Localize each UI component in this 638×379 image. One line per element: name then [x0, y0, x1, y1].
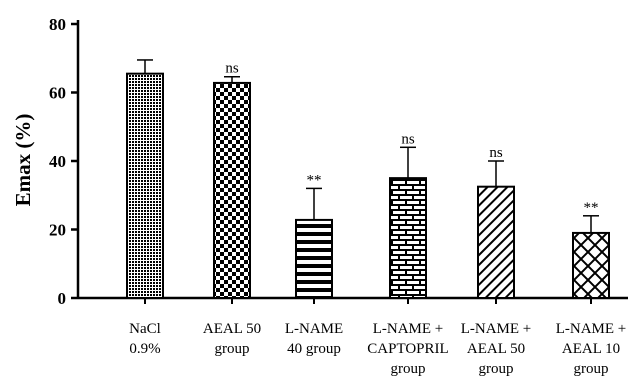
y-axis-title: Emax (%) [11, 114, 35, 207]
category-label: L-NAME [285, 321, 343, 337]
bar [213, 81, 251, 299]
category-label: L-NAME + [556, 321, 627, 337]
significance-label: ns [489, 145, 503, 161]
category-label: NaCl [129, 321, 161, 337]
category-label: group [391, 361, 426, 377]
axes: 0 20 40 60 80 [49, 15, 628, 308]
y-tick-label: 80 [49, 15, 66, 34]
category-label: 0.9% [129, 341, 160, 357]
bar [295, 218, 333, 299]
bar [389, 177, 427, 299]
bar [572, 231, 610, 299]
y-tick-label: 20 [49, 221, 66, 240]
category-labels: NaCl 0.9% AEAL 50 group L-NAME 40 group L-NAME… [129, 321, 626, 377]
significance-label: ns [401, 131, 415, 147]
y-tick-label: 40 [49, 152, 66, 171]
bar [477, 185, 515, 299]
bars: ns ** ns ns ** [126, 59, 610, 299]
y-tick-label: 0 [58, 289, 67, 308]
category-label: AEAL 50 [203, 321, 261, 337]
category-label: CAPTOPRIL [367, 341, 448, 357]
significance-label: ns [225, 61, 239, 77]
y-tick-label: 60 [49, 84, 66, 103]
category-label: L-NAME + [461, 321, 532, 337]
significance-label: ** [584, 200, 599, 216]
bar [126, 72, 164, 299]
category-label: L-NAME + [373, 321, 444, 337]
category-label: group [574, 361, 609, 377]
category-label: group [215, 341, 250, 357]
significance-label: ** [307, 172, 322, 188]
category-label: AEAL 10 [562, 341, 620, 357]
category-label: 40 group [287, 341, 341, 357]
category-label: group [479, 361, 514, 377]
category-label: AEAL 50 [467, 341, 525, 357]
